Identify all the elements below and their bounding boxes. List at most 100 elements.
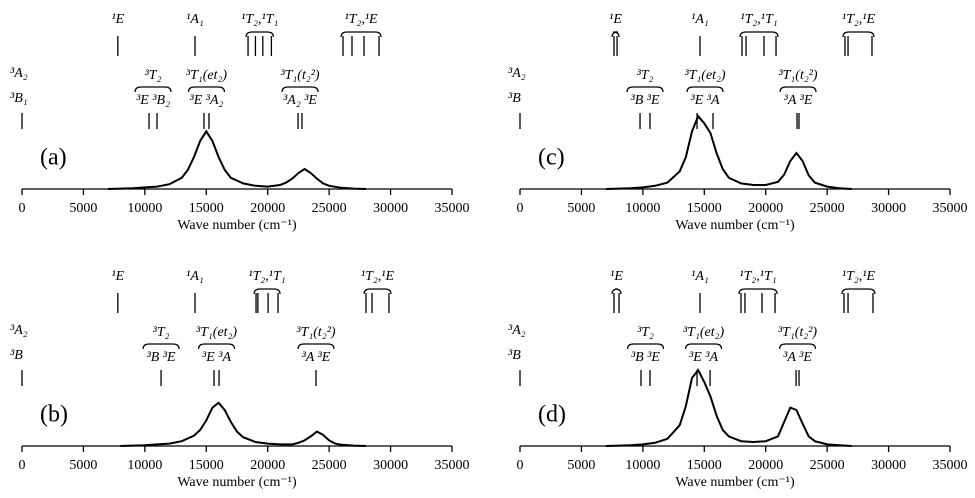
singlet-label: ¹E xyxy=(111,12,124,27)
brace xyxy=(739,31,779,38)
ground-label: ³A₂ xyxy=(10,323,28,338)
triplet-group: ³T₂ xyxy=(153,325,170,340)
brace xyxy=(684,343,723,350)
singlet-label: ¹T₂,¹E xyxy=(344,12,378,27)
triplet-sub: ³B ³E xyxy=(631,93,660,108)
ground-label: ³B xyxy=(508,91,521,106)
brace xyxy=(611,31,620,38)
brace xyxy=(297,343,335,350)
brace xyxy=(626,343,665,350)
x-axis-label: Wave number (cm⁻¹) xyxy=(177,218,297,233)
brace xyxy=(134,86,172,93)
x-tick-label: 25000 xyxy=(312,201,347,216)
panel-label: (b) xyxy=(40,402,68,428)
spectrum xyxy=(120,401,367,447)
triplet-group: ³T₁(et₂) xyxy=(683,325,724,340)
singlet-label: ¹E xyxy=(609,12,622,27)
x-tick-label: 10000 xyxy=(625,458,660,473)
ground-label: ³A₂ xyxy=(508,66,526,81)
brace xyxy=(253,288,281,295)
x-tick-label: 5000 xyxy=(567,458,595,473)
brace xyxy=(363,288,392,295)
ground-label: ³B₁ xyxy=(10,91,28,106)
triplet-group: ³T₁(et₂) xyxy=(186,68,227,83)
singlet-label: ¹T₂,¹E xyxy=(842,12,876,27)
x-tick-label: 35000 xyxy=(435,201,470,216)
x-tick-label: 15000 xyxy=(687,201,722,216)
x-axis-label: Wave number (cm⁻¹) xyxy=(675,475,795,490)
triplet-group: ³T₂ xyxy=(145,68,162,83)
singlet-label: ¹T₂,¹T₁ xyxy=(248,269,285,284)
x-tick-label: 30000 xyxy=(373,458,408,473)
triplet-sub: ³B ³E xyxy=(631,350,660,365)
x-tick-label: 30000 xyxy=(871,458,906,473)
triplet-group: ³T₁(et₂) xyxy=(196,325,237,340)
triplet-sub: ³A ³E xyxy=(784,93,813,108)
triplet-sub: ³A ³E xyxy=(302,350,331,365)
singlet-label: ¹E xyxy=(111,269,124,284)
x-tick-label: 25000 xyxy=(312,458,347,473)
x-tick-label: 5000 xyxy=(567,201,595,216)
triplet-sub: ³B ³E xyxy=(147,350,176,365)
triplet-group: ³T₁(t₂²) xyxy=(778,325,817,340)
x-tick-label: 10000 xyxy=(625,201,660,216)
x-tick-label: 10000 xyxy=(127,201,162,216)
x-tick-label: 20000 xyxy=(250,201,285,216)
triplet-group: ³T₂ xyxy=(637,68,654,83)
spectrum xyxy=(107,129,367,190)
brace xyxy=(778,343,817,350)
triplet-sub: ³E ³A xyxy=(689,350,718,365)
x-tick-label: 35000 xyxy=(933,458,968,473)
triplet-group: ³T₂ xyxy=(637,325,654,340)
brace xyxy=(686,86,724,93)
spectrum xyxy=(605,114,852,190)
brace xyxy=(611,288,622,295)
x-tick-label: 10000 xyxy=(127,458,162,473)
singlet-label: ¹A₁ xyxy=(186,12,204,27)
triplet-sub: ³A₂ ³E xyxy=(283,93,317,108)
singlet-label: ¹T₂,¹E xyxy=(361,269,395,284)
x-tick-label: 0 xyxy=(517,458,524,473)
x-tick-label: 15000 xyxy=(189,201,224,216)
singlet-label: ¹A₁ xyxy=(691,269,709,284)
triplet-group: ³T₁(t₂²) xyxy=(778,68,817,83)
x-axis-label: Wave number (cm⁻¹) xyxy=(675,218,795,233)
panel-label: (c) xyxy=(538,145,565,171)
singlet-label: ¹T₂,¹T₁ xyxy=(740,12,777,27)
x-tick-label: 5000 xyxy=(69,201,97,216)
panel-label: (a) xyxy=(40,145,67,171)
x-tick-label: 15000 xyxy=(189,458,224,473)
ground-label: ³A₂ xyxy=(508,323,526,338)
x-tick-label: 5000 xyxy=(69,458,97,473)
ground-label: ³A₂ xyxy=(10,66,28,81)
x-axis-label: Wave number (cm⁻¹) xyxy=(177,475,297,490)
x-tick-label: 25000 xyxy=(810,201,845,216)
ground-label: ³B xyxy=(10,348,23,363)
singlet-label: ¹A₁ xyxy=(186,269,204,284)
brace xyxy=(842,31,875,38)
x-tick-label: 15000 xyxy=(687,458,722,473)
triplet-sub: ³E ³B₂ xyxy=(136,93,170,108)
panel-label: (d) xyxy=(538,402,566,428)
singlet-label: ¹T₂,¹E xyxy=(842,269,876,284)
singlet-label: ¹T₂,¹T₁ xyxy=(241,12,278,27)
ground-label: ³B xyxy=(508,348,521,363)
x-tick-label: 0 xyxy=(19,458,26,473)
x-tick-label: 35000 xyxy=(435,458,470,473)
triplet-sub: ³E ³A xyxy=(202,350,231,365)
singlet-label: ¹E xyxy=(610,269,623,284)
brace xyxy=(779,86,817,93)
triplet-group: ³T₁(t₂²) xyxy=(280,68,319,83)
x-tick-label: 20000 xyxy=(748,201,783,216)
brace xyxy=(142,343,180,350)
x-tick-label: 30000 xyxy=(871,201,906,216)
triplet-sub: ³E ³A₂ xyxy=(190,93,224,108)
brace xyxy=(187,86,226,93)
x-tick-label: 35000 xyxy=(933,201,968,216)
spectrum xyxy=(605,368,852,447)
x-tick-label: 30000 xyxy=(373,201,408,216)
x-tick-label: 20000 xyxy=(748,458,783,473)
x-tick-label: 0 xyxy=(517,201,524,216)
triplet-group: ³T₁(et₂) xyxy=(684,68,725,83)
